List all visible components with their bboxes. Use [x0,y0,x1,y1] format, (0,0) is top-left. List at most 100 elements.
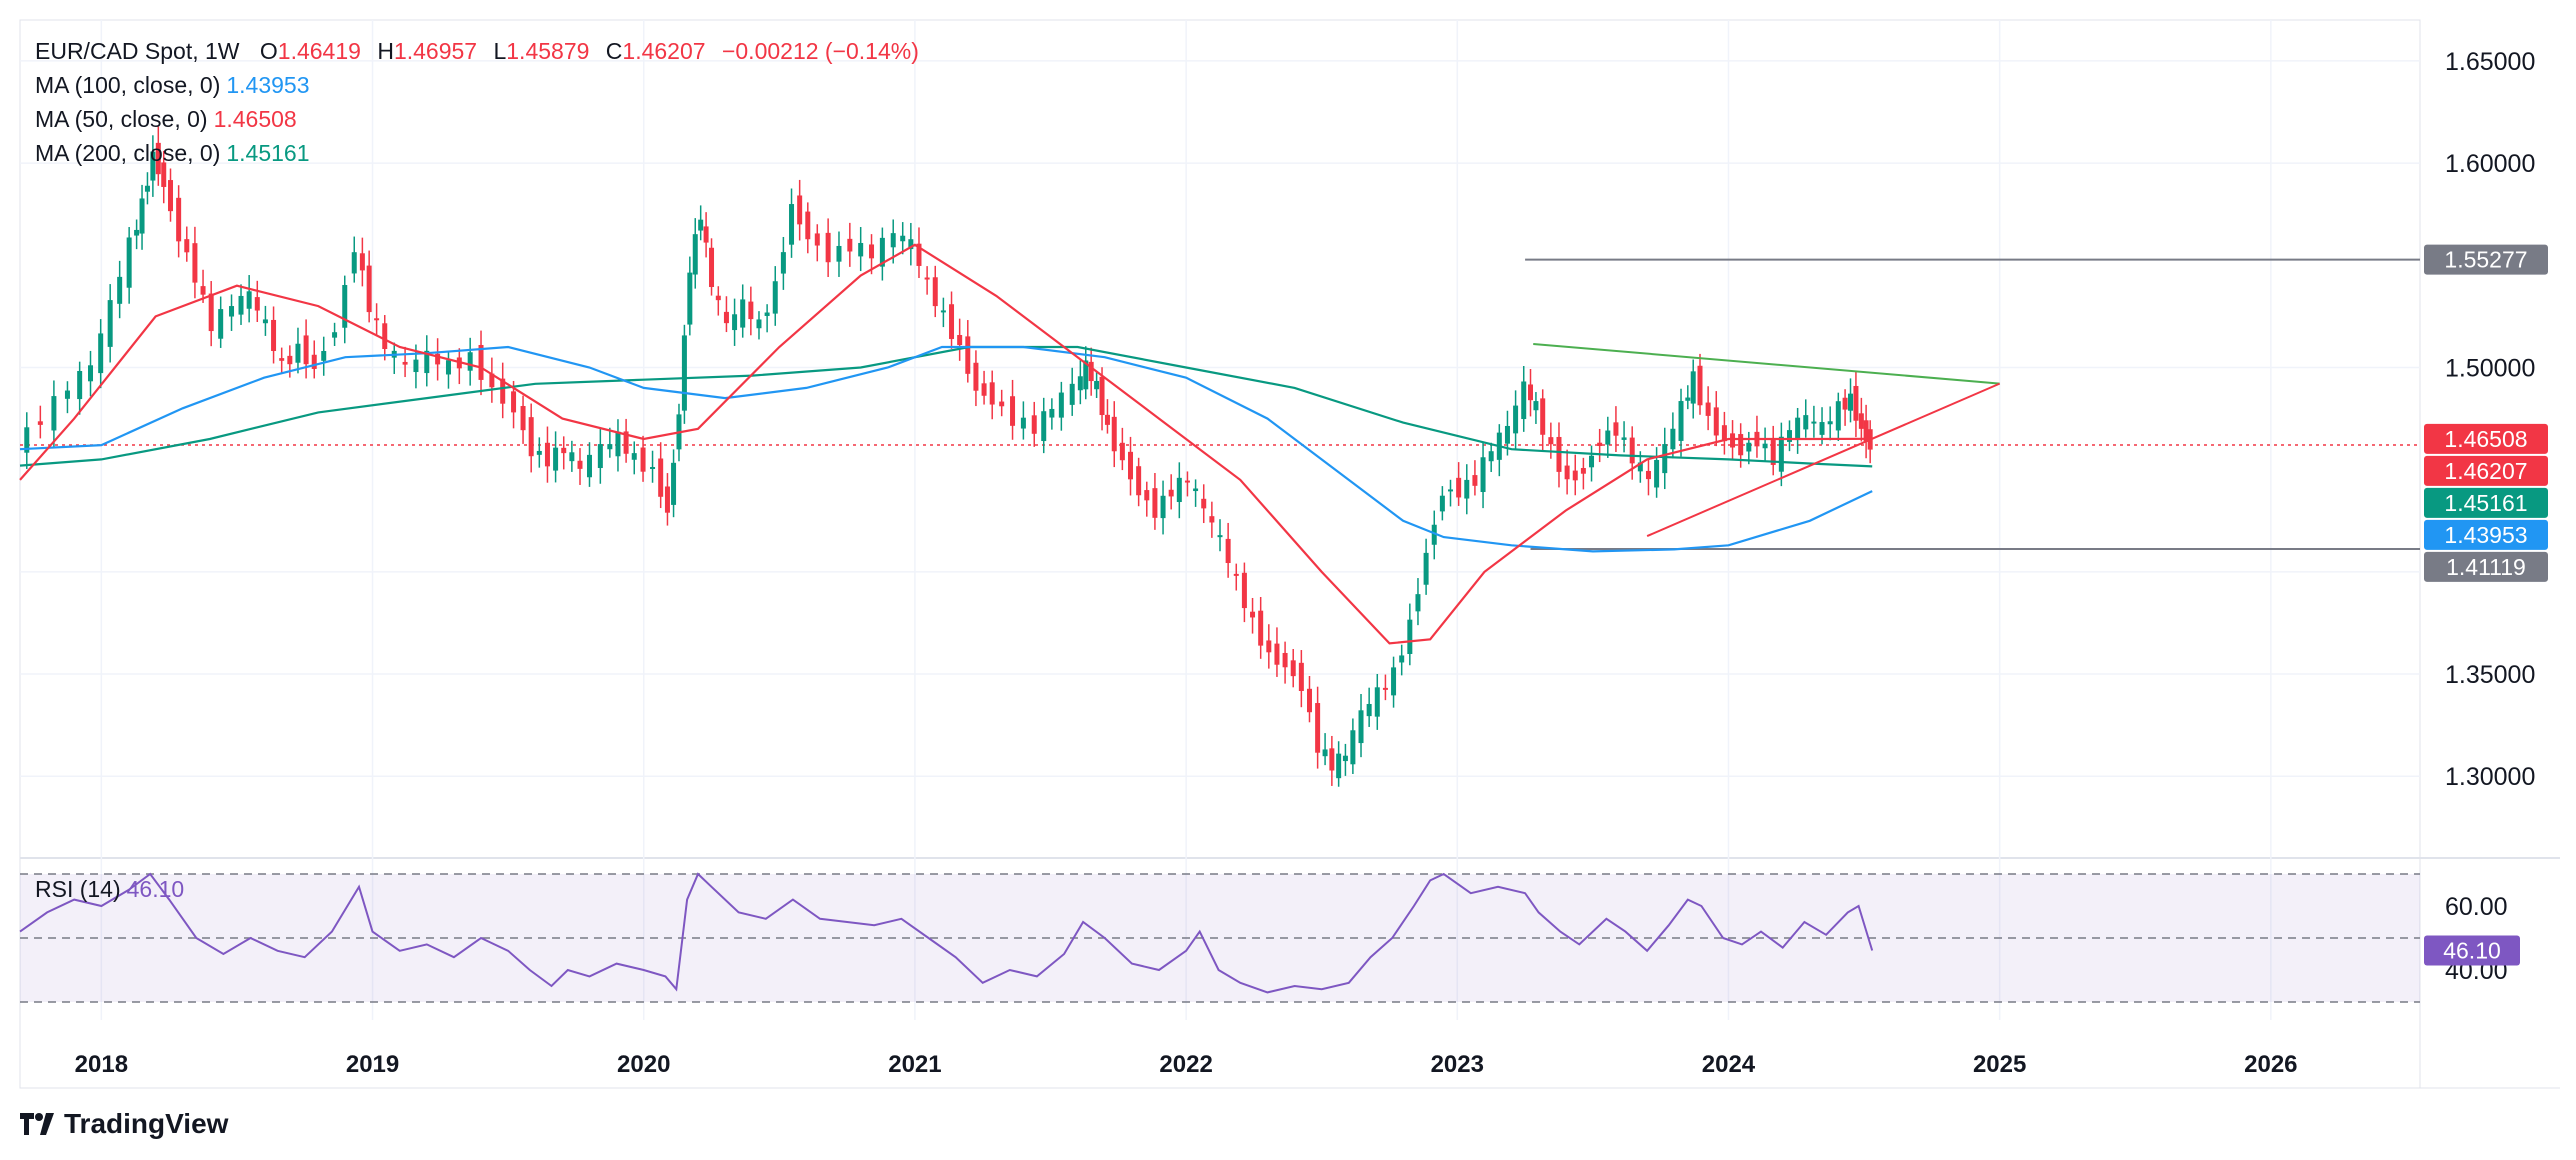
candle-body [1322,749,1328,757]
tradingview-logo[interactable]: TradingView [20,1108,228,1140]
rsi-legend[interactable]: RSI (14) 46.10 [35,876,184,903]
candle-body [692,234,698,275]
x-tick-label: 2022 [1159,1051,1212,1078]
candle-body [1605,430,1611,445]
candle-body [271,319,277,351]
candle-body [1504,425,1510,444]
candle-body [1336,753,1342,779]
candle-body [126,237,132,288]
candle-body [949,304,955,339]
candle-body [1083,360,1089,390]
candle-body [1721,425,1727,442]
candle-body [1241,572,1247,609]
candle-body [1160,495,1166,519]
candle-body [1533,401,1539,411]
candle-body [772,281,778,314]
ma200-label: MA (200, close, 0) [35,140,221,166]
candle-body [1464,479,1470,499]
x-tick-label: 2026 [2244,1051,2297,1078]
rsi-tick-label: 60.00 [2445,893,2508,921]
price-scale-label-bg [2424,455,2548,486]
candle-body [957,335,963,346]
candle-body [1795,417,1801,439]
candle-body [1746,442,1752,452]
candle-body [1778,436,1784,472]
rsi-line [19,872,1874,994]
candle-body [332,332,338,338]
candle-body [229,306,235,317]
candle-body [723,311,729,324]
candle-body [176,197,182,242]
candle-body [681,335,687,411]
rsi-value-label: 46.10 [2443,937,2501,963]
candle-body [218,309,224,339]
candle-body [1049,408,1055,418]
candle-body [836,245,842,262]
candle-body [1329,748,1335,771]
candle-body [748,301,754,320]
ma200-value: 1.45161 [226,140,310,166]
candle-body [168,180,174,212]
candle-body [37,421,43,425]
candle-body [1770,440,1776,465]
candle-body [999,401,1005,407]
candle-body [607,444,613,450]
candle-body [1572,470,1578,481]
candle-body [321,351,327,361]
open-label: O [259,38,278,64]
candle-body [1853,385,1859,421]
candle-body [1099,376,1105,416]
candle-body [351,252,357,274]
candle-body [1315,703,1321,753]
candle-body [1835,401,1841,431]
candle-body [797,195,803,225]
candle-body [1645,470,1651,480]
candle-body [1697,365,1703,406]
candle-body [1803,415,1809,430]
candle-body [1713,407,1719,436]
price-scale-label-text: 1.46508 [2444,426,2527,452]
ma100-legend[interactable]: MA (100, close, 0) 1.43953 [35,72,310,99]
candle-body [1819,422,1825,435]
candle-body [1104,414,1110,425]
ma200-legend[interactable]: MA (200, close, 0) 1.45161 [35,140,310,167]
price-scale-label: 1.55277 [2424,244,2548,275]
candle-body [1274,643,1280,665]
candle-body [24,427,30,453]
candle-body [279,358,285,361]
candle-body [740,299,746,328]
candle-body [150,151,156,181]
candle-body [780,252,786,274]
candle-body [155,142,161,175]
candle-body [246,291,252,309]
candle-body [1621,437,1627,440]
candle-body [161,162,167,187]
price-scale-label-bg [2424,487,2548,518]
symbol-title[interactable]: EUR/CAD Spot, 1W [35,38,240,64]
candle-body [615,431,621,457]
ma50-line [19,243,1873,645]
candle-body [658,458,664,497]
candle-body [1654,459,1660,488]
candle-body [640,447,646,472]
candle-body [671,462,677,505]
close-value: 1.46207 [622,38,706,64]
candle-body [1058,392,1064,418]
candle-body [528,417,534,457]
price-scale-label: 1.46207 [2424,455,2548,486]
candle-body [445,360,451,375]
price-scale-label: 1.43953 [2424,519,2548,550]
candle-body [732,314,738,331]
candle-body [1010,396,1016,426]
candle-body [1762,443,1768,449]
candle-body [1521,381,1527,420]
candle-body [144,185,150,192]
candle-body [500,378,506,404]
high-label: H [377,38,394,64]
ma100-label: MA (100, close, 0) [35,72,221,98]
price-scale-label-text: 1.46207 [2444,458,2527,484]
ma50-legend[interactable]: MA (50, close, 0) 1.46508 [35,106,297,133]
candle-body [1431,524,1437,545]
candle-body [1250,611,1256,618]
